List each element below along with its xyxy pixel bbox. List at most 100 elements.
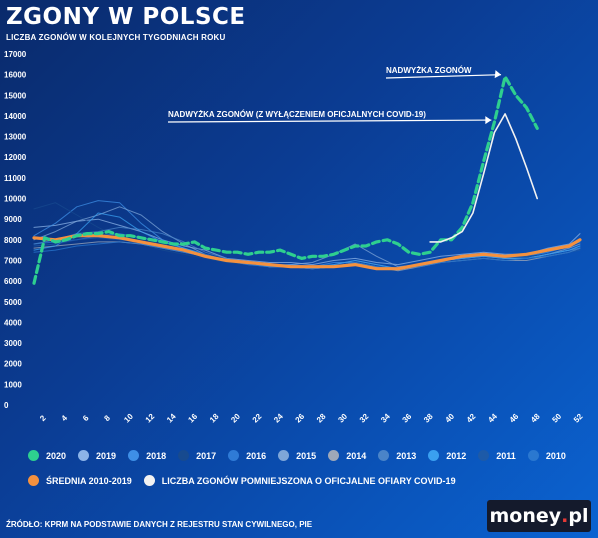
- x-tick-label: 14: [165, 412, 178, 425]
- y-tick-label: 15000: [4, 91, 27, 100]
- x-tick-label: 24: [272, 412, 285, 425]
- y-tick-label: 13000: [4, 133, 27, 142]
- legend-item: 2010: [527, 450, 566, 461]
- x-tick-label: 26: [294, 412, 307, 425]
- legend-swatch: [28, 475, 39, 486]
- legend-extra: ŚREDNIA 2010-2019 LICZBA ZGONÓW POMNIEJSZ…: [28, 475, 468, 486]
- legend-item: 2014: [328, 450, 366, 461]
- legend-label: 2010: [545, 450, 566, 461]
- annotation-arrow-head: [494, 70, 502, 79]
- legend-swatch: [527, 450, 539, 461]
- annotation-arrow-line: [385, 74, 502, 79]
- x-tick-label: 48: [529, 412, 542, 425]
- source-note: ŹRÓDŁO: KPRM NA PODSTAWIE DANYCH Z REJES…: [6, 520, 313, 529]
- y-tick-label: 4000: [4, 318, 22, 327]
- x-tick-label: 32: [358, 412, 371, 425]
- legend-swatch: [178, 450, 190, 461]
- legend-swatch: [143, 475, 155, 486]
- chart-title: ZGONY W POLSCE: [6, 4, 246, 30]
- x-tick-label: 34: [379, 412, 392, 425]
- legend-swatch: [228, 450, 240, 461]
- y-tick-label: 17000: [4, 50, 27, 59]
- annotation-arrow-line: [167, 119, 492, 123]
- y-tick-label: 0: [4, 401, 9, 410]
- legend-label: LICZBA ZGONÓW POMNIEJSZONA O OFICJALNE O…: [161, 475, 456, 486]
- x-tick-label: 4: [60, 413, 70, 423]
- legend-item: 2017: [178, 450, 216, 461]
- legend-item: 2013: [378, 450, 416, 461]
- x-tick-label: 22: [251, 412, 264, 425]
- legend-label: ŚREDNIA 2010-2019: [46, 475, 132, 486]
- legend-label: 2015: [296, 450, 317, 461]
- legend-swatch: [78, 450, 90, 461]
- x-tick-label: 8: [102, 413, 112, 423]
- legend-label: 2014: [346, 450, 367, 461]
- x-tick-label: 36: [401, 412, 414, 425]
- x-tick-label: 18: [208, 412, 221, 425]
- legend-label: 2019: [96, 450, 117, 461]
- y-tick-label: 2000: [4, 360, 22, 369]
- legend-swatch: [478, 450, 490, 461]
- annotation-excess-deaths: NADWYŻKA ZGONÓW: [386, 66, 472, 75]
- legend-swatch: [378, 450, 390, 461]
- y-tick-label: 10000: [4, 195, 27, 204]
- x-tick-label: 40: [443, 412, 456, 425]
- line-chart: 0 1000 2000 3000 4000 5000 6000 7000 8000 9000 100…: [4, 50, 585, 425]
- legend-item: 2012: [428, 450, 466, 461]
- x-tick-label: 42: [465, 412, 478, 425]
- series-line-liczba-zgon-w-pomniejszona-o-oficjalne-ofiary-covid-19: [429, 113, 538, 243]
- y-tick-label: 5000: [4, 298, 22, 307]
- legend-swatch: [428, 450, 440, 461]
- legend-item: LICZBA ZGONÓW POMNIEJSZONA O OFICJALNE O…: [143, 475, 456, 486]
- annotation-arrow-head: [485, 116, 492, 125]
- y-tick-label: 11000: [4, 174, 26, 183]
- legend-swatch: [128, 450, 140, 461]
- x-tick-label: 38: [422, 412, 435, 425]
- legend-label: 2016: [246, 450, 267, 461]
- x-tick-label: 52: [572, 412, 585, 425]
- x-tick-label: 28: [315, 412, 328, 425]
- logo-brand: money: [489, 505, 562, 527]
- y-tick-label: 9000: [4, 215, 22, 224]
- x-tick-label: 50: [550, 412, 563, 425]
- x-tick-label: 6: [81, 413, 91, 423]
- x-tick-label: 10: [122, 412, 135, 425]
- x-tick-label: 16: [186, 412, 199, 425]
- legend-label: 2012: [446, 450, 467, 461]
- chart-subtitle: LICZBA ZGONÓW W KOLEJNYCH TYGODNIACH ROK…: [6, 33, 226, 42]
- money-pl-logo: money. pl: [487, 500, 591, 532]
- y-tick-label: 16000: [4, 71, 27, 80]
- legend-item: 2020: [28, 450, 66, 461]
- legend-label: 2013: [396, 450, 417, 461]
- y-tick-label: 7000: [4, 256, 22, 265]
- legend-years: 2020 2019 2018 2017 2016 2015 2014 2013 2012 2011…: [28, 450, 578, 461]
- series-line-2019: [33, 218, 581, 266]
- y-tick-label: 6000: [4, 277, 22, 286]
- legend-label: 2011: [496, 450, 516, 461]
- legend-swatch: [28, 450, 39, 461]
- series-line--rednia-2010-2019: [32, 234, 582, 271]
- y-tick-label: 3000: [4, 339, 22, 348]
- legend-swatch: [328, 450, 340, 461]
- y-tick-label: 1000: [4, 380, 22, 389]
- y-tick-label: 12000: [4, 153, 27, 162]
- legend-item: 2019: [78, 450, 116, 461]
- legend-item: ŚREDNIA 2010-2019: [28, 475, 132, 486]
- x-tick-label: 30: [336, 412, 349, 425]
- series-line-2020: [32, 75, 539, 285]
- legend-item: 2016: [228, 450, 266, 461]
- x-tick-label: 12: [144, 412, 157, 425]
- annotation-excess-deaths-non-covid: NADWYŻKA ZGONÓW (Z WYŁĄCZENIEM OFICJALNY…: [168, 110, 426, 119]
- x-tick-label: 46: [508, 412, 521, 425]
- legend-label: 2020: [46, 450, 67, 461]
- x-tick-label: 44: [486, 412, 499, 425]
- series-line-2010: [33, 241, 581, 270]
- legend-label: 2018: [146, 450, 167, 461]
- y-tick-label: 14000: [4, 112, 27, 121]
- x-tick-label: 2: [38, 413, 48, 423]
- legend-item: 2011: [478, 450, 516, 461]
- logo-suffix: pl: [568, 505, 589, 527]
- logo-dot: .: [561, 505, 569, 527]
- series-line-2012: [33, 212, 581, 270]
- legend-item: 2015: [278, 450, 316, 461]
